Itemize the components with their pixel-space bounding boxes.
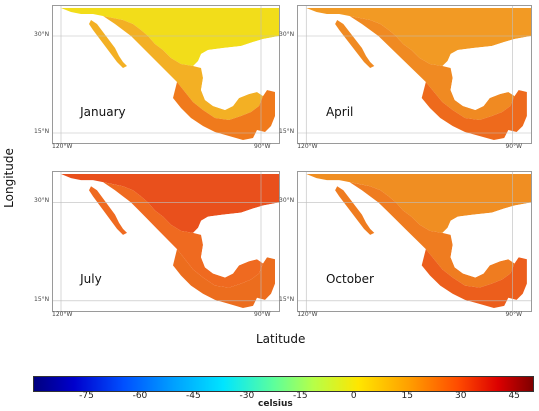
lat-tick-label: 15°N — [279, 128, 295, 135]
region-south — [173, 249, 275, 308]
month-label: April — [325, 104, 354, 119]
region-south — [173, 82, 275, 140]
region-baja — [89, 20, 127, 68]
gulf-of-mexico — [450, 36, 531, 110]
lat-tick-label: 30°N — [279, 31, 295, 38]
colorbar-tick-label: 0 — [350, 391, 357, 401]
gulf-of-mexico — [201, 202, 279, 278]
region-baja — [89, 186, 127, 235]
map-panel-july: July — [52, 171, 280, 312]
colorbar-tick-label: 15 — [401, 391, 413, 401]
lon-tick-label: 120°W — [52, 311, 73, 318]
region-baja — [335, 20, 375, 68]
region-baja — [335, 186, 375, 235]
region-central — [103, 16, 263, 120]
y-axis-title: Longitude — [2, 148, 16, 208]
temperature-map — [298, 172, 531, 311]
lon-tick-label: 120°W — [297, 311, 318, 318]
month-label: January — [80, 104, 126, 119]
colorbar-tick-label: -60 — [132, 391, 148, 401]
gulf-of-mexico — [201, 36, 279, 110]
month-label: October — [325, 272, 374, 287]
temperature-map — [53, 6, 279, 143]
region-south — [421, 249, 527, 308]
temperature-map — [53, 172, 279, 311]
map-panel-october: October — [297, 171, 532, 312]
region-north — [306, 174, 531, 233]
lon-tick-label: 120°W — [52, 143, 73, 150]
colorbar-tick-label: 45 — [508, 391, 520, 401]
map-panel-april: April — [297, 5, 532, 144]
month-label: July — [80, 272, 102, 287]
lat-tick-label: 15°N — [34, 295, 50, 303]
lat-tick-label: 30°N — [279, 197, 295, 205]
region-north — [306, 8, 531, 66]
map-panel-january: January — [52, 5, 280, 144]
lon-tick-label: 90°W — [254, 143, 271, 150]
colorbar-tick-label: -45 — [186, 391, 201, 401]
x-axis-title: Latitude — [256, 332, 306, 346]
colorbar-tick-label: -15 — [292, 391, 308, 401]
lon-tick-label: 120°W — [297, 143, 318, 150]
lat-tick-label: 15°N — [34, 128, 50, 135]
gulf-of-mexico — [450, 202, 531, 278]
region-central — [103, 182, 263, 288]
colorbar-tick-label: -75 — [79, 391, 94, 401]
colorbar — [33, 376, 534, 392]
lon-tick-label: 90°W — [254, 311, 271, 318]
lon-tick-label: 90°W — [505, 143, 523, 150]
lon-tick-label: 90°W — [505, 311, 523, 318]
temperature-map — [298, 6, 531, 143]
region-central — [349, 182, 515, 288]
colorbar-tick-label: -30 — [239, 391, 255, 401]
lat-tick-label: 15°N — [279, 295, 295, 303]
lat-tick-label: 30°N — [34, 197, 50, 205]
region-north — [61, 174, 279, 233]
region-south — [421, 82, 527, 140]
colorbar-unit: celsius — [258, 399, 293, 409]
region-north — [61, 8, 279, 66]
lat-tick-label: 30°N — [34, 31, 50, 38]
colorbar-tick-label: 30 — [454, 391, 467, 401]
region-central — [349, 16, 515, 120]
